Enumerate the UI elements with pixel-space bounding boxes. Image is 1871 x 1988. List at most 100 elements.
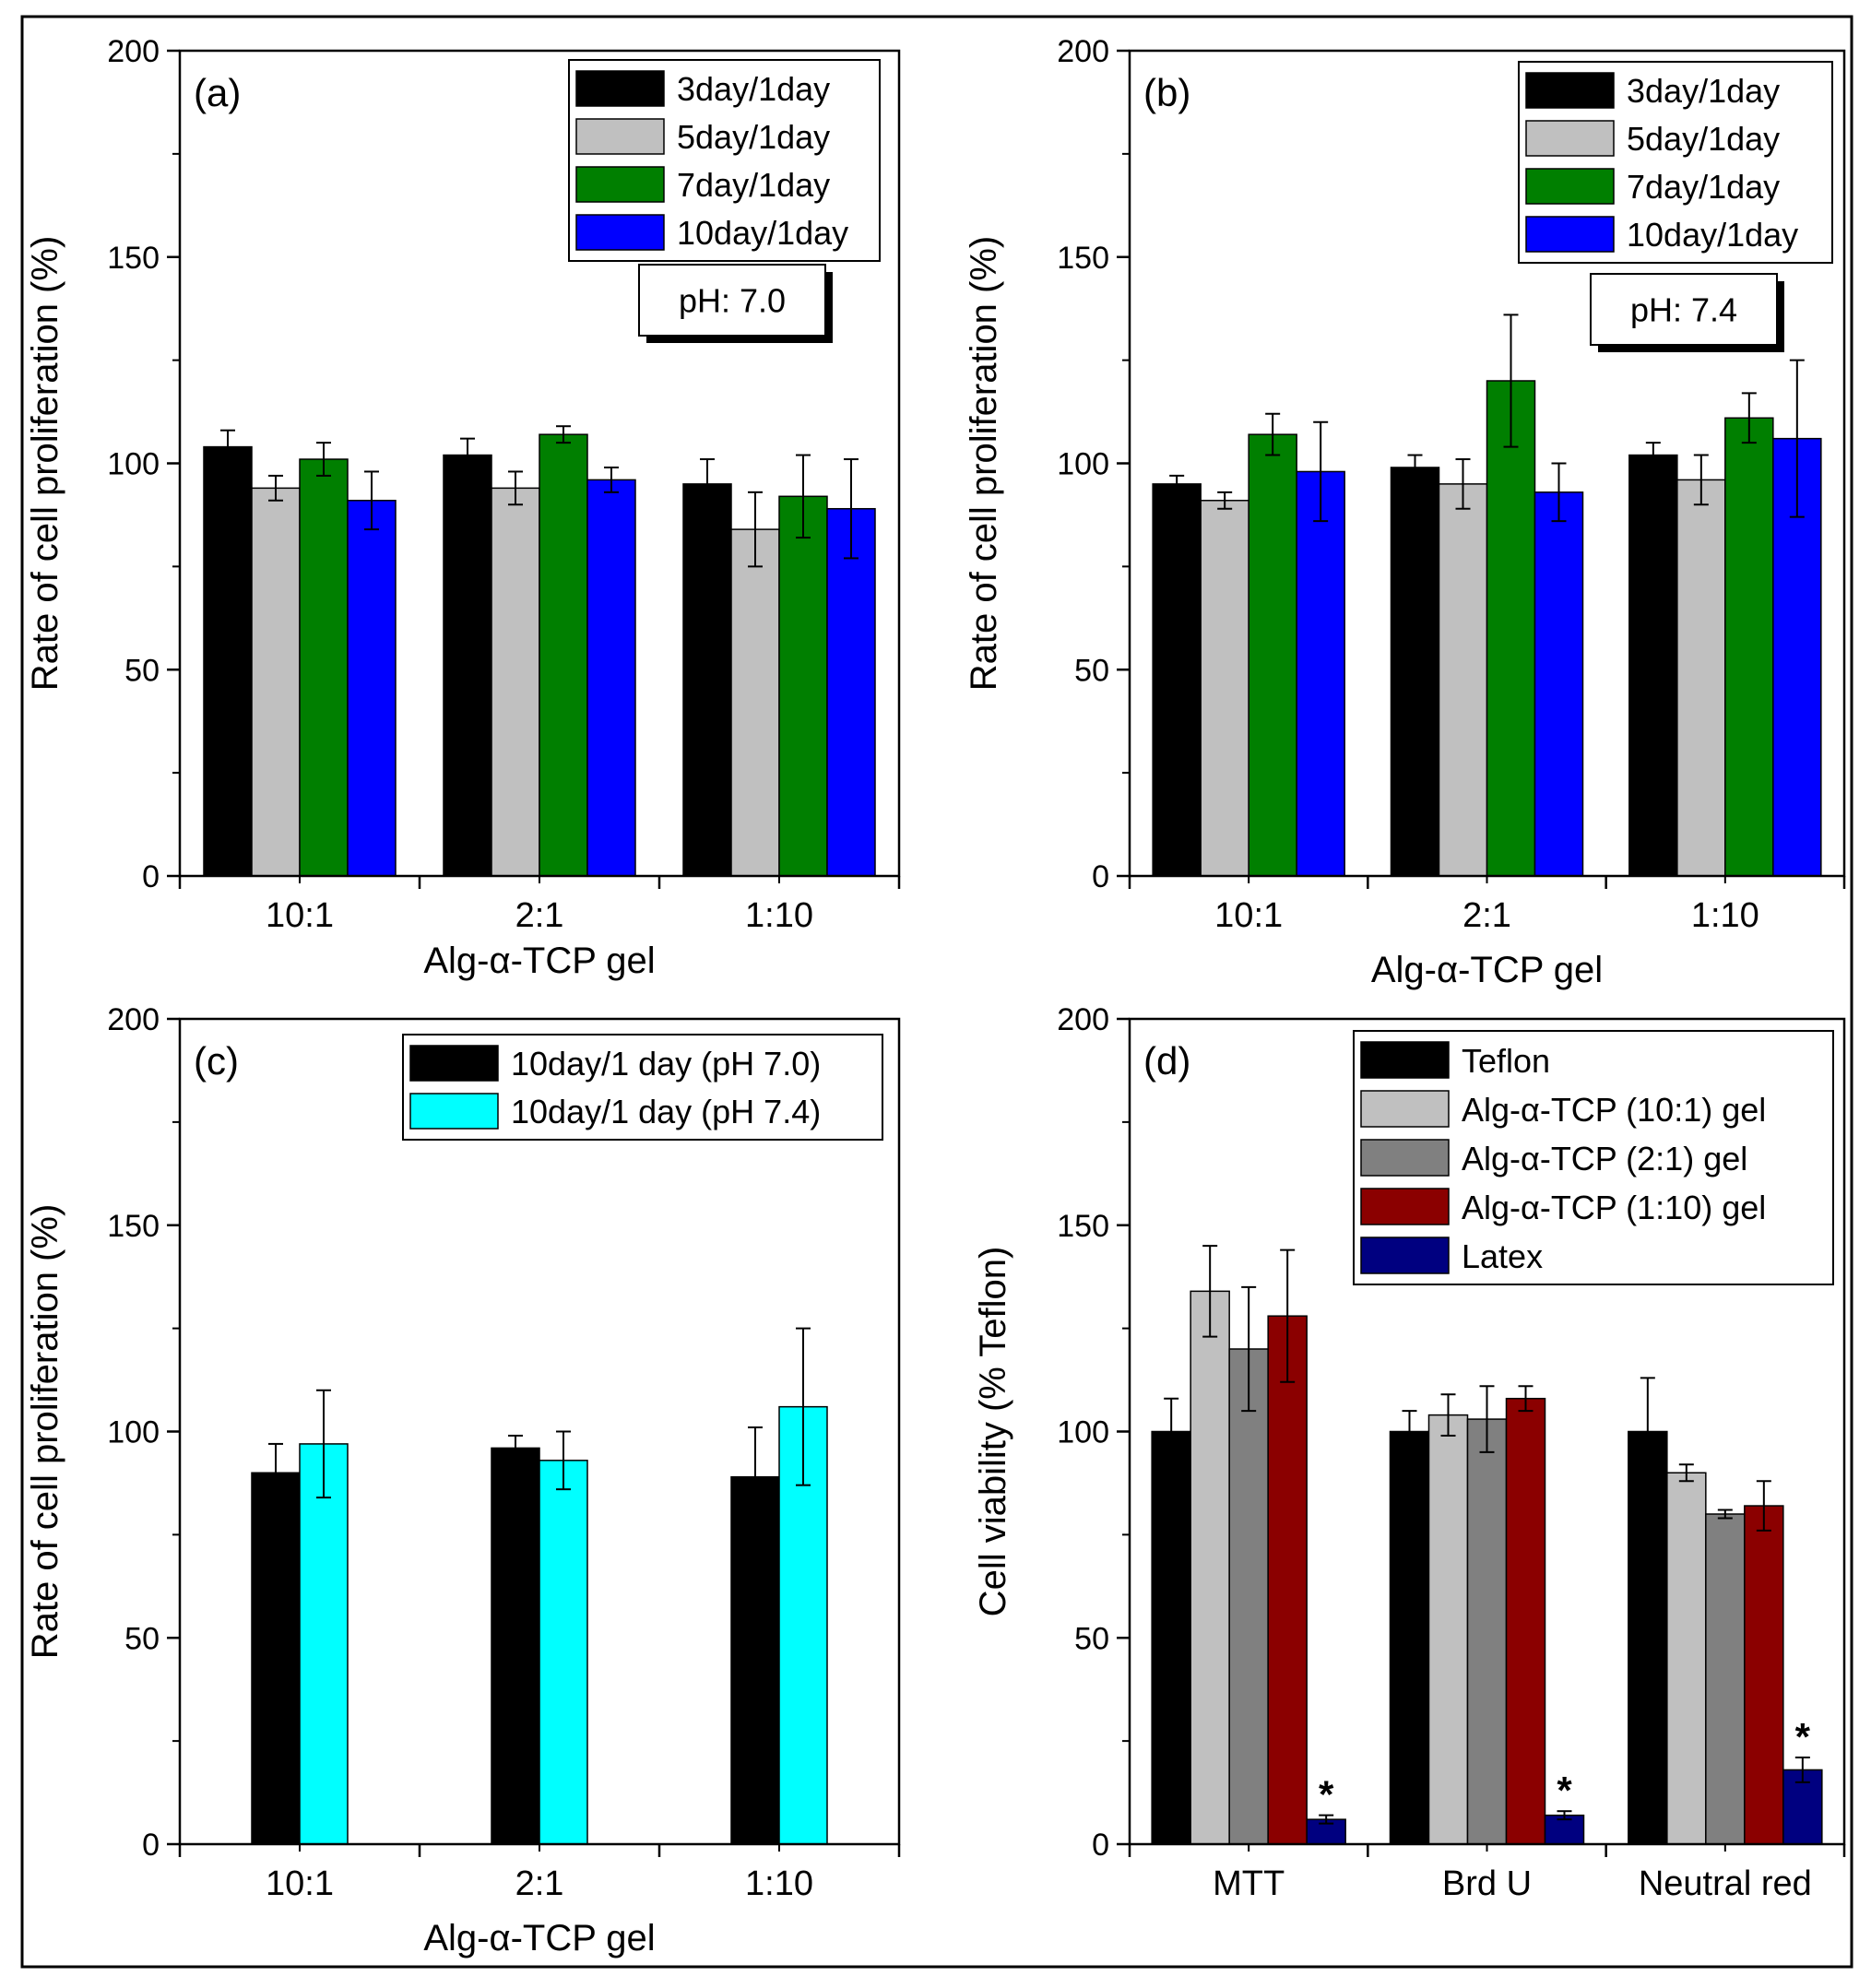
bar-d-s2-c2 [1705, 1513, 1746, 1845]
y-tick-label: 50 [1074, 1621, 1109, 1656]
legend-entry-label: Alg-α-TCP (1:10) gel [1462, 1189, 1766, 1226]
legend-entry-label: 10day/1 day (pH 7.4) [511, 1093, 821, 1130]
y-tick-label: 150 [107, 241, 160, 276]
y-tick-label: 200 [1057, 34, 1109, 69]
y-axis-label: Rate of cell proliferation (%) [964, 236, 1004, 692]
legend-swatch [575, 118, 665, 155]
annotation-box [1590, 273, 1778, 346]
y-tick-label: 0 [1092, 1828, 1109, 1863]
x-tick-label: 10:1 [266, 896, 334, 935]
bar-c-s0-c1 [491, 1447, 540, 1845]
bar-b-s0-c1 [1390, 467, 1440, 877]
panel-label: (c) [194, 1039, 239, 1083]
legend-entry-label: 7day/1day [677, 166, 830, 204]
bar-a-s0-c0 [203, 445, 253, 877]
panel-a: 0 50 100 150 200 10:1 2:1 1:10 Alg-α-TCP gel Rate… [25, 34, 901, 981]
bar-d-s3-c1 [1505, 1397, 1546, 1845]
y-axis-label: Cell viability (% Teflon) [973, 1247, 1013, 1617]
legend-swatch [575, 166, 665, 203]
bar-a-s1-c0 [251, 487, 301, 877]
x-tick-label: Brd U [1442, 1864, 1532, 1903]
panel-label: (a) [194, 71, 241, 114]
x-tick-label: 2:1 [515, 896, 564, 935]
panel-c: 0 50 100 150 200 10:1 2:1 1:10 Alg-α-TCP gel Rate… [25, 1002, 901, 1958]
legend-entry-label: 10day/1day [1627, 216, 1798, 254]
x-tick-label: 1:10 [745, 896, 813, 935]
bar-d-s3-c0 [1267, 1315, 1308, 1845]
y-tick-label: 0 [142, 859, 160, 894]
bar-b-s3-c0 [1296, 470, 1345, 877]
y-tick-label: 0 [142, 1828, 160, 1863]
significance-marker: * [1557, 1769, 1572, 1812]
legend-swatch [1360, 1041, 1450, 1079]
y-tick-label: 0 [1092, 859, 1109, 894]
y-tick-label: 200 [107, 1002, 160, 1037]
bar-c-s0-c0 [251, 1472, 301, 1845]
legend-entry-label: 3day/1day [677, 70, 830, 108]
bar-a-s1-c1 [491, 487, 540, 877]
legend-swatch [409, 1045, 499, 1082]
x-tick-label: 2:1 [1462, 896, 1511, 935]
legend-entry-label: 5day/1day [1627, 120, 1780, 158]
y-tick-label: 50 [124, 653, 160, 688]
bar-c-s1-c0 [299, 1443, 349, 1845]
x-tick-label: 1:10 [745, 1864, 813, 1903]
y-tick-label: 150 [1057, 241, 1109, 276]
bar-a-s3-c0 [347, 500, 397, 877]
legend-swatch [1360, 1188, 1450, 1225]
x-tick-label: 10:1 [266, 1864, 334, 1903]
bar-b-s2-c2 [1724, 417, 1774, 877]
legend-entry-label: 3day/1day [1627, 72, 1780, 110]
y-tick-label: 100 [107, 1415, 160, 1450]
bar-b-s0-c2 [1628, 454, 1678, 877]
bar-a-s0-c1 [443, 454, 492, 877]
x-axis-label: Alg-α-TCP gel [423, 1918, 655, 1958]
bar-c-s1-c1 [539, 1460, 588, 1845]
panel-label: (b) [1143, 71, 1190, 114]
bar-a-s2-c1 [539, 433, 588, 877]
bar-d-s0-c2 [1628, 1430, 1668, 1845]
legend-entry-label: 7day/1day [1627, 168, 1780, 206]
x-axis-label: Alg-α-TCP gel [423, 941, 655, 981]
significance-marker: * [1319, 1773, 1334, 1816]
significance-marker: * [1795, 1715, 1811, 1758]
bar-d-s0-c0 [1151, 1430, 1191, 1845]
annotation-text: pH: 7.4 [1630, 291, 1737, 329]
legend-swatch [1360, 1090, 1450, 1128]
bar-d-s1-c0 [1190, 1290, 1230, 1845]
bar-d-s3-c2 [1744, 1505, 1784, 1845]
panel-label: (d) [1143, 1039, 1190, 1083]
y-tick-label: 50 [1074, 653, 1109, 688]
legend-swatch [409, 1093, 499, 1130]
y-tick-label: 150 [107, 1209, 160, 1244]
legend-entry-label: Teflon [1462, 1042, 1550, 1080]
legend-swatch [1525, 168, 1615, 205]
bar-b-s0-c0 [1152, 483, 1202, 877]
bar-a-s2-c2 [778, 495, 828, 877]
x-axis-label: Alg-α-TCP gel [1371, 950, 1603, 990]
legend-swatch [575, 214, 665, 251]
bar-b-s2-c0 [1248, 433, 1297, 877]
annotation-box [638, 264, 826, 337]
legend-entry-label: 5day/1day [677, 118, 830, 156]
legend-entry-label: Alg-α-TCP (10:1) gel [1462, 1091, 1766, 1129]
y-tick-label: 150 [1057, 1209, 1109, 1244]
legend-entry-label: Latex [1462, 1237, 1543, 1275]
y-tick-label: 100 [1057, 1415, 1109, 1450]
bar-b-s1-c1 [1438, 483, 1488, 877]
legend-swatch [1360, 1139, 1450, 1177]
y-tick-label: 200 [107, 34, 160, 69]
bar-d-s2-c1 [1466, 1418, 1508, 1845]
x-tick-label: 10:1 [1214, 896, 1283, 935]
annotation-text: pH: 7.0 [679, 282, 786, 320]
legend-entry-label: 10day/1 day (pH 7.0) [511, 1045, 821, 1083]
x-tick-label: MTT [1213, 1864, 1285, 1903]
legend-swatch [1525, 120, 1615, 157]
bar-d-s1-c2 [1666, 1472, 1707, 1845]
bar-a-s3-c2 [826, 507, 876, 877]
y-axis-label: Rate of cell proliferation (%) [25, 1204, 65, 1660]
y-tick-label: 200 [1057, 1002, 1109, 1037]
bar-c-s0-c2 [730, 1475, 780, 1845]
